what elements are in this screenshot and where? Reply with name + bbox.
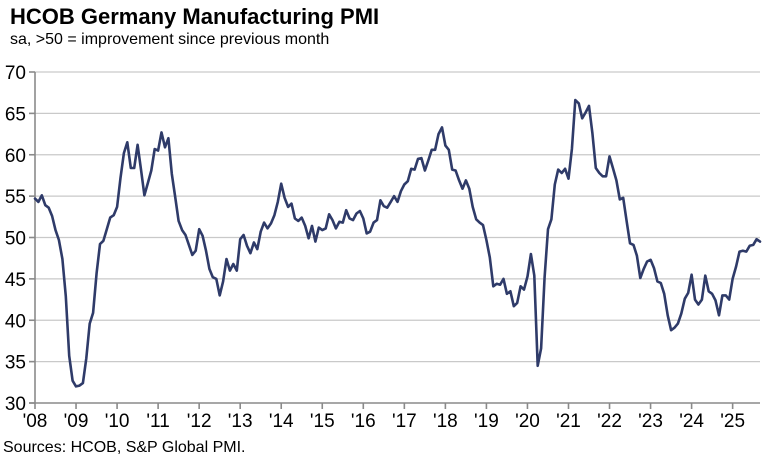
x-tick-label: '11 xyxy=(146,411,169,432)
x-tick-label: '19 xyxy=(474,411,499,432)
x-tick-label: '09 xyxy=(64,411,89,432)
y-tick-label: 65 xyxy=(5,104,26,125)
chart-subtitle: sa, >50 = improvement since previous mon… xyxy=(10,31,330,48)
x-tick-label: '21 xyxy=(556,411,581,432)
x-tick-label: '25 xyxy=(720,411,745,432)
y-tick-label: 50 xyxy=(5,229,26,250)
x-tick-label: '22 xyxy=(597,411,622,432)
x-tick-label: '10 xyxy=(105,411,130,432)
x-tick-label: '15 xyxy=(310,411,335,432)
pmi-line xyxy=(33,98,762,388)
y-tick-label: 60 xyxy=(5,146,26,167)
y-tick-label: 55 xyxy=(5,187,26,208)
x-tick-label: '13 xyxy=(228,411,253,432)
x-tick-label: '14 xyxy=(269,411,294,432)
x-tick-label: '24 xyxy=(679,411,704,432)
x-tick-label: '18 xyxy=(433,411,458,432)
chart-source: Sources: HCOB, S&P Global PMI. xyxy=(3,439,246,456)
x-tick-label: '17 xyxy=(392,411,417,432)
x-tick-label: '16 xyxy=(351,411,376,432)
y-tick-label: 45 xyxy=(5,270,26,291)
y-tick-label: 30 xyxy=(5,394,26,415)
x-tick-label: '08 xyxy=(23,411,48,432)
x-tick-label: '12 xyxy=(187,411,212,432)
y-tick-label: 35 xyxy=(5,353,26,374)
chart-title: HCOB Germany Manufacturing PMI xyxy=(10,4,380,29)
x-tick-label: '23 xyxy=(638,411,663,432)
y-tick-label: 70 xyxy=(5,63,26,84)
y-tick-label: 40 xyxy=(5,311,26,332)
x-tick-label: '20 xyxy=(515,411,540,432)
